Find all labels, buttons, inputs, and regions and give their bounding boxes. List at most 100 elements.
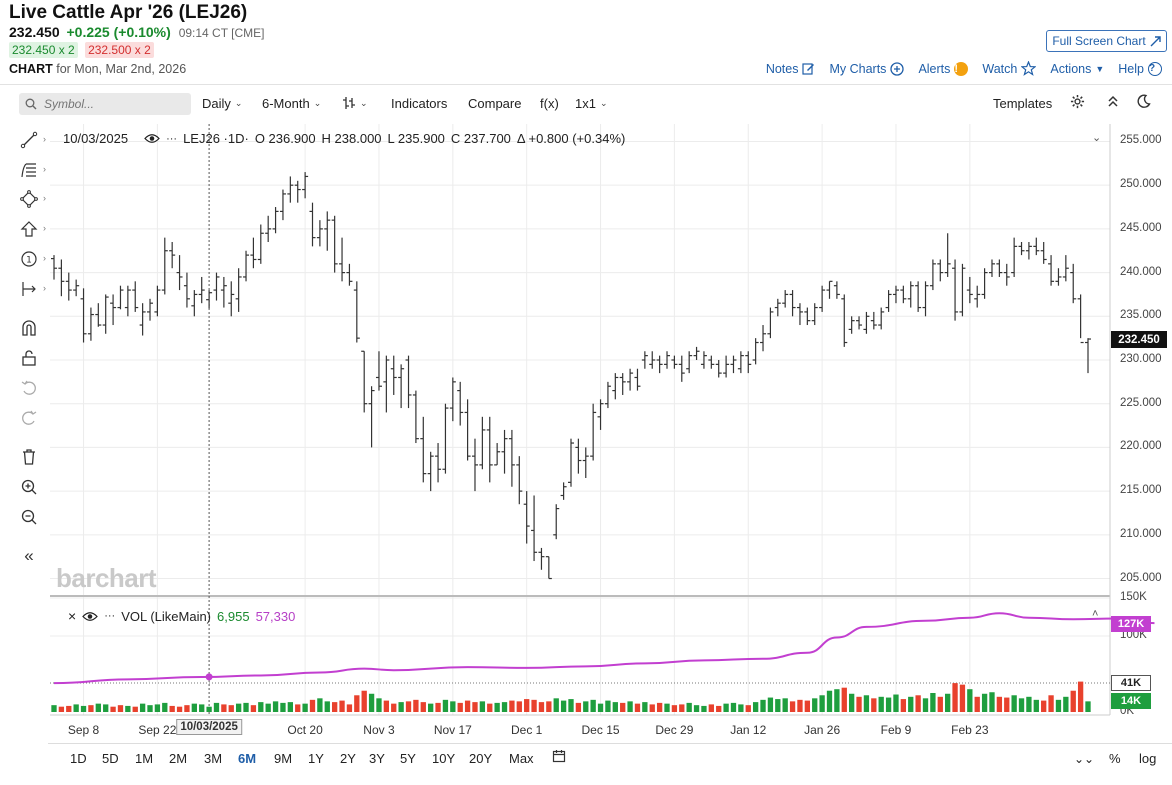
watch-link[interactable]: Watch	[982, 61, 1037, 76]
volume-collapse-icon[interactable]: ˄	[1092, 608, 1099, 620]
volume-bar	[723, 703, 729, 712]
settings-button[interactable]	[1070, 94, 1085, 112]
volume-bar	[804, 700, 811, 712]
period-3y[interactable]: 3Y	[369, 751, 385, 766]
function-button[interactable]: f(x)	[540, 96, 559, 111]
ohlc-bar	[353, 281, 360, 343]
period-bar: 1D 5D 1M 2M 3M 6M 9M 1Y 2Y 3Y 5Y 10Y 20Y Max ⌄⌄ % log	[48, 743, 1172, 773]
ohlc-bar	[634, 368, 641, 391]
period-10y[interactable]: 10Y	[432, 751, 456, 766]
measure-tool[interactable]	[18, 278, 40, 300]
arrow-tool[interactable]	[18, 218, 40, 240]
volume-bar	[937, 696, 943, 712]
dark-mode-toggle[interactable]	[1136, 94, 1151, 112]
date-range-button[interactable]	[552, 749, 566, 766]
chevron-right-icon[interactable]: ›	[43, 223, 46, 233]
chevron-right-icon[interactable]: ›	[43, 283, 46, 293]
volume-tick-label: 150K	[1120, 591, 1147, 603]
period-6m[interactable]: 6M	[238, 751, 257, 766]
more-icon[interactable]: ···	[104, 610, 116, 622]
annotation-tool[interactable]: 1	[18, 248, 40, 270]
lock-tool[interactable]	[18, 347, 40, 369]
zoom-in-button[interactable]	[18, 476, 40, 498]
volume-bar	[959, 684, 966, 712]
delete-drawings-button[interactable]	[18, 446, 40, 468]
ohlc-bar	[161, 237, 168, 295]
period-1d[interactable]: 1D	[70, 751, 87, 766]
log-scale-toggle[interactable]: log	[1139, 751, 1157, 766]
range-dropdown[interactable]: 6-Month ⌄	[262, 96, 321, 111]
indicators-button[interactable]: Indicators	[391, 96, 447, 111]
period-5d[interactable]: 5D	[102, 751, 119, 766]
volume-bar	[656, 702, 663, 712]
more-icon[interactable]: ···	[166, 132, 178, 145]
symbol-input[interactable]	[42, 96, 182, 112]
period-9m[interactable]: 9M	[274, 751, 293, 766]
volume-bar	[531, 699, 537, 712]
full-screen-label: Full Screen Chart	[1052, 34, 1146, 48]
notes-link[interactable]: Notes	[766, 61, 816, 76]
shapes-tool[interactable]	[18, 188, 40, 210]
ohlc-bar	[331, 215, 338, 273]
chevron-right-icon[interactable]: ›	[43, 253, 46, 263]
ohlc-bar	[1055, 268, 1062, 286]
symbol-search[interactable]	[19, 93, 191, 115]
volume-bar	[420, 702, 426, 712]
period-1y[interactable]: 1Y	[308, 751, 324, 766]
volume-bar	[494, 702, 500, 712]
legend-symbol: LEJ26 ·1D·	[183, 131, 249, 146]
period-3m[interactable]: 3M	[204, 751, 223, 766]
avg-volume-badge: 127K	[1111, 616, 1151, 632]
price-chart[interactable]	[0, 0, 1172, 743]
my-charts-link[interactable]: My Charts	[829, 61, 905, 76]
volume-bar	[265, 703, 271, 712]
collapse-sidebar-button[interactable]: «	[18, 545, 40, 567]
zoom-out-button[interactable]	[18, 506, 40, 528]
fib-tool[interactable]	[18, 159, 40, 181]
legend-high: H 238.000	[321, 131, 382, 146]
time-tick-label: Jan 12	[730, 723, 767, 737]
instrument-title: Live Cattle Apr '26 (LEJ26)	[9, 2, 248, 23]
period-1m[interactable]: 1M	[135, 751, 154, 766]
period-2y[interactable]: 2Y	[340, 751, 356, 766]
chevron-right-icon[interactable]: ›	[43, 134, 46, 144]
chevron-right-icon[interactable]: ›	[43, 164, 46, 174]
ohlc-bar	[974, 285, 981, 308]
period-20y[interactable]: 20Y	[469, 751, 493, 766]
collapse-toolbar-button[interactable]	[1106, 94, 1120, 111]
ohlc-bar	[1070, 263, 1077, 304]
redo-button[interactable]	[18, 407, 40, 429]
ohlc-bar	[1085, 338, 1091, 374]
price-tick-label: 205.000	[1120, 571, 1162, 584]
period-5y[interactable]: 5Y	[400, 751, 416, 766]
full-screen-chart-button[interactable]: Full Screen Chart	[1046, 30, 1167, 52]
eye-icon[interactable]	[144, 133, 160, 144]
alerts-link[interactable]: Alerts !	[918, 61, 969, 76]
layout-dropdown[interactable]: 1x1 ⌄	[575, 96, 608, 111]
compare-button[interactable]: Compare	[468, 96, 521, 111]
chart-type-dropdown[interactable]: ⌄	[342, 96, 368, 110]
magnet-tool[interactable]	[18, 317, 40, 339]
volume-bar	[117, 705, 124, 712]
volume-bar	[1055, 699, 1062, 712]
period-max[interactable]: Max	[509, 751, 534, 766]
legend-collapse-icon[interactable]: ⌄	[1092, 132, 1102, 144]
interval-dropdown[interactable]: Daily ⌄	[202, 96, 242, 111]
chevron-right-icon[interactable]: ›	[43, 193, 46, 203]
ohlc-bar	[678, 355, 685, 382]
help-link[interactable]: Help ?	[1118, 61, 1162, 76]
actions-menu[interactable]: Actions ▼	[1050, 61, 1104, 76]
eye-icon[interactable]	[82, 611, 99, 622]
volume-bar	[191, 703, 197, 712]
period-2m[interactable]: 2M	[169, 751, 188, 766]
templates-button[interactable]: Templates	[993, 96, 1052, 111]
volume-bar	[612, 702, 618, 712]
undo-button[interactable]	[18, 377, 40, 399]
volume-bar	[989, 692, 995, 712]
close-icon[interactable]: ×	[68, 608, 77, 624]
ohlc-bar	[479, 416, 486, 470]
volume-bar	[368, 693, 375, 712]
percent-scale-toggle[interactable]: %	[1109, 751, 1121, 766]
trendline-tool[interactable]	[18, 129, 40, 151]
expand-periods-button[interactable]: ⌄⌄	[1074, 751, 1094, 766]
